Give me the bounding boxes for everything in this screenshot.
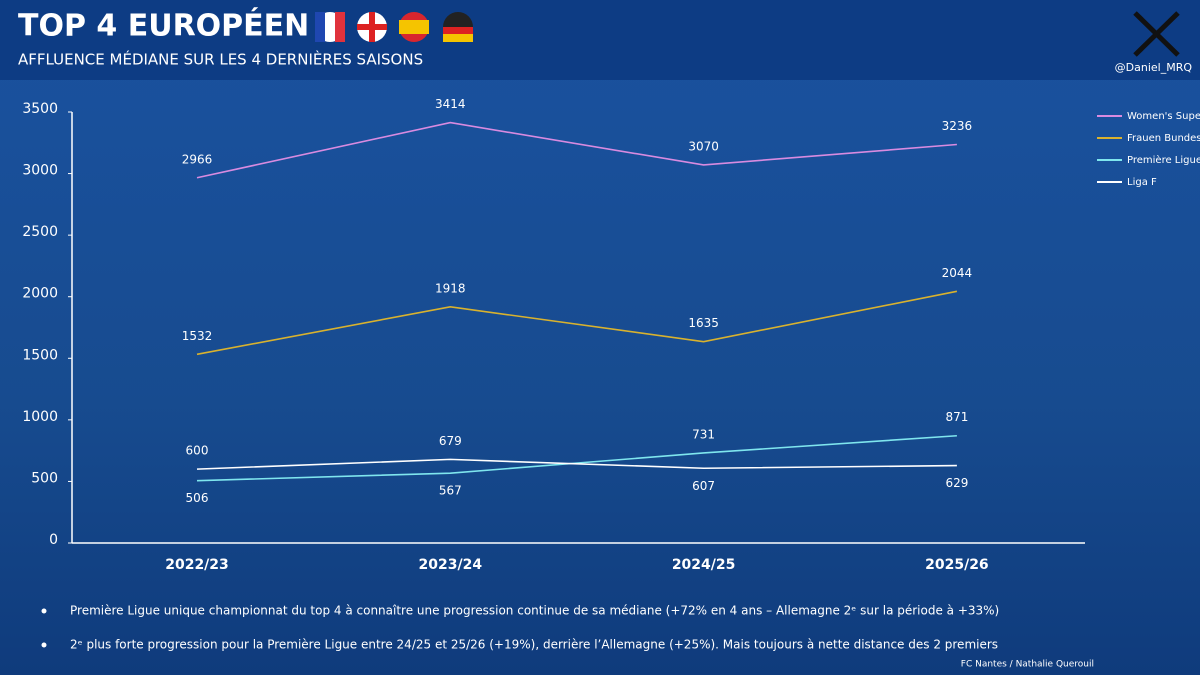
y-tick-label: 3000 (22, 163, 58, 179)
credit: FC Nantes / Nathalie Querouil (961, 660, 1094, 670)
y-tick-label: 1000 (22, 409, 58, 425)
legend-label: Liga F (1127, 177, 1157, 188)
bullet (41, 642, 47, 648)
data-label: 1635 (688, 316, 719, 330)
flags (315, 12, 473, 42)
note: Première Ligue unique championnat du top… (70, 604, 999, 618)
note: 2ᵉ plus forte progression pour la Premiè… (70, 638, 998, 652)
data-label: 871 (945, 410, 968, 424)
handle: @Daniel_MRQ (1115, 61, 1193, 74)
title: TOP 4 EUROPÉEN (18, 8, 309, 44)
data-label: 1918 (435, 281, 466, 295)
legend-label: Première Ligue (1127, 154, 1200, 166)
data-label: 3414 (435, 97, 466, 111)
data-label: 600 (186, 444, 209, 458)
y-tick-label: 0 (49, 532, 58, 548)
y-tick-label: 500 (31, 470, 58, 486)
data-label: 3236 (942, 119, 973, 133)
series-line (196, 121, 957, 179)
data-label: 2044 (942, 266, 973, 280)
x-logo (1133, 11, 1180, 57)
x-tick-label: 2022/23 (165, 557, 229, 573)
x-tick-label: 2023/24 (419, 557, 483, 573)
legend-label: Frauen Bundesliga (1127, 133, 1200, 144)
y-tick-label: 2000 (22, 286, 58, 302)
y-tick-label: 2500 (22, 224, 58, 240)
series-line (196, 290, 958, 356)
x-tick-label: 2025/26 (925, 557, 989, 573)
data-label: 679 (439, 434, 462, 448)
data-label: 3070 (688, 139, 719, 153)
legend-label: Women's Super League (1127, 111, 1200, 122)
data-label: 2966 (182, 152, 213, 166)
data-label: 629 (945, 476, 968, 490)
y-tick-label: 1500 (22, 347, 58, 363)
data-label: 1532 (182, 329, 213, 343)
data-label: 506 (186, 491, 209, 505)
data-label: 567 (439, 484, 462, 498)
x-tick-label: 2024/25 (672, 557, 736, 573)
data-label: 607 (692, 479, 715, 493)
header-bar (0, 0, 1200, 80)
data-label: 731 (692, 427, 715, 441)
y-tick-label: 3500 (22, 101, 58, 117)
series-line (196, 458, 957, 470)
bullet (41, 608, 47, 614)
subtitle: AFFLUENCE MÉDIANE SUR LES 4 DERNIÈRES SA… (18, 50, 423, 69)
